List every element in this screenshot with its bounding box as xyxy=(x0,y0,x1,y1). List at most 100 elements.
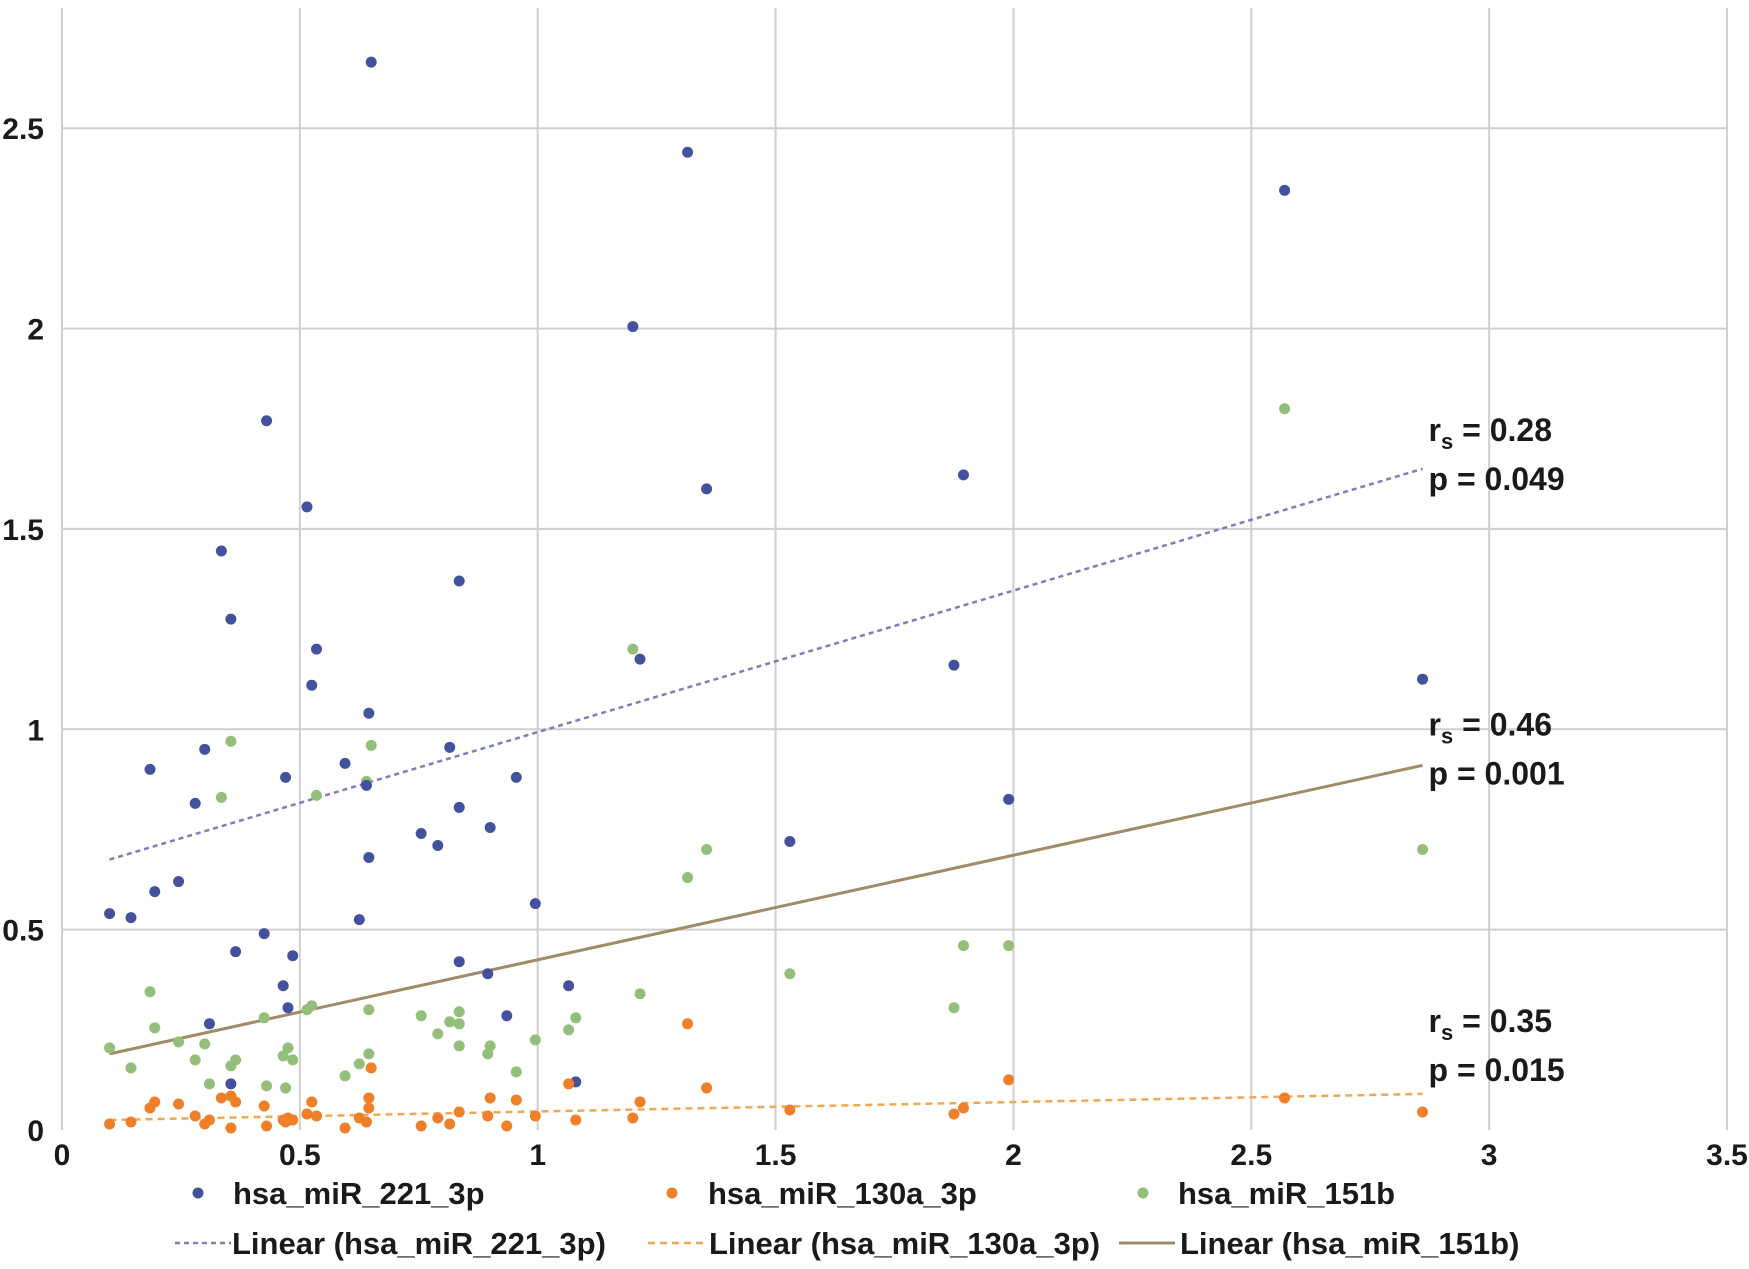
x-tick-label: 0.5 xyxy=(279,1139,321,1172)
point-hsa_miR_221_3p xyxy=(501,1010,513,1022)
x-tick-label: 1 xyxy=(529,1139,546,1172)
point-hsa_miR_221_3p xyxy=(957,469,969,481)
point-hsa_miR_151b xyxy=(104,1042,116,1054)
trendline-hsa_miR_151b xyxy=(109,763,1423,1056)
point-hsa_miR_130a_3p xyxy=(948,1108,960,1120)
point-hsa_miR_130a_3p xyxy=(784,1104,796,1116)
point-hsa_miR_130a_3p xyxy=(563,1078,575,1090)
point-hsa_miR_221_3p xyxy=(563,980,575,992)
point-hsa_miR_151b xyxy=(287,1054,299,1066)
point-hsa_miR_130a_3p xyxy=(363,1092,375,1104)
point-hsa_miR_151b xyxy=(280,1082,292,1094)
legend-label-linear-hsa_miR_151b: Linear (hsa_miR_151b) xyxy=(1180,1226,1519,1261)
point-hsa_miR_151b xyxy=(701,844,713,855)
point-hsa_miR_221_3p xyxy=(261,415,273,427)
point-hsa_miR_130a_3p xyxy=(261,1120,273,1132)
point-hsa_miR_221_3p xyxy=(701,483,713,495)
point-hsa_miR_151b xyxy=(215,791,227,803)
y-tick-label: 0.5 xyxy=(2,915,44,948)
point-hsa_miR_130a_3p xyxy=(149,1096,161,1108)
point-hsa_miR_151b xyxy=(144,986,156,998)
point-hsa_miR_151b xyxy=(563,1024,575,1036)
point-hsa_miR_221_3p xyxy=(225,613,237,625)
point-hsa_miR_130a_3p xyxy=(444,1118,456,1130)
point-hsa_miR_221_3p xyxy=(125,912,137,924)
point-hsa_miR_130a_3p xyxy=(203,1114,215,1126)
point-hsa_miR_221_3p xyxy=(360,779,372,791)
point-hsa_miR_221_3p xyxy=(306,679,318,691)
point-hsa_miR_221_3p xyxy=(634,653,646,665)
legend-label-hsa_miR_151b: hsa_miR_151b xyxy=(1178,1176,1395,1211)
point-hsa_miR_151b xyxy=(1003,940,1015,952)
correlation-annotations: rs = 0.28 p = 0.049 rs = 0.46 p = 0.001 rs =… xyxy=(1429,412,1565,1088)
point-hsa_miR_130a_3p xyxy=(701,1082,713,1094)
point-hsa_miR_151b xyxy=(432,1028,444,1040)
point-hsa_miR_130a_3p xyxy=(363,1102,375,1114)
legend-label-hsa_miR_221_3p: hsa_miR_221_3p xyxy=(233,1176,485,1211)
point-hsa_miR_130a_3p xyxy=(360,1116,372,1128)
point-hsa_miR_151b xyxy=(484,1040,496,1052)
point-hsa_miR_151b xyxy=(258,1012,270,1024)
point-hsa_miR_221_3p xyxy=(339,757,351,769)
point-hsa_miR_151b xyxy=(415,1010,427,1022)
point-hsa_miR_151b xyxy=(529,1034,541,1046)
point-hsa_miR_221_3p xyxy=(1003,793,1015,805)
point-hsa_miR_151b xyxy=(627,643,639,655)
point-hsa_miR_130a_3p xyxy=(189,1110,201,1122)
point-hsa_miR_130a_3p xyxy=(482,1110,494,1122)
point-hsa_miR_130a_3p xyxy=(287,1114,299,1126)
point-hsa_miR_151b xyxy=(149,1022,161,1034)
annotation-r-a221: rs = 0.28 xyxy=(1429,412,1552,454)
point-hsa_miR_151b xyxy=(1417,844,1429,855)
point-hsa_miR_221_3p xyxy=(280,771,292,783)
point-hsa_miR_130a_3p xyxy=(634,1096,646,1108)
point-hsa_miR_221_3p xyxy=(1279,184,1291,196)
point-hsa_miR_151b xyxy=(203,1078,215,1090)
annotation-p-a221: p = 0.049 xyxy=(1429,461,1565,497)
point-hsa_miR_130a_3p xyxy=(173,1098,185,1110)
point-hsa_miR_130a_3p xyxy=(258,1100,270,1112)
point-hsa_miR_221_3p xyxy=(203,1018,215,1030)
point-hsa_miR_151b xyxy=(339,1070,351,1082)
point-hsa_miR_221_3p xyxy=(301,501,313,513)
legend-label-linear-hsa_miR_130a_3p: Linear (hsa_miR_130a_3p) xyxy=(709,1226,1100,1261)
point-hsa_miR_151b xyxy=(282,1042,294,1054)
point-hsa_miR_151b xyxy=(453,1006,465,1018)
x-axis-tick-labels: 0 0.5 1 1.5 2 2.5 3 3.5 xyxy=(54,1139,1748,1172)
trendline-hsa_miR_221_3p xyxy=(109,467,1423,861)
point-hsa_miR_130a_3p xyxy=(1003,1074,1015,1086)
legend-label-linear-hsa_miR_221_3p: Linear (hsa_miR_221_3p) xyxy=(232,1226,606,1261)
x-tick-label: 1.5 xyxy=(755,1139,797,1172)
point-hsa_miR_221_3p xyxy=(277,980,289,992)
point-hsa_miR_221_3p xyxy=(453,956,465,968)
point-hsa_miR_130a_3p xyxy=(225,1122,237,1134)
point-hsa_miR_151b xyxy=(634,988,646,1000)
point-hsa_miR_130a_3p xyxy=(432,1112,444,1124)
point-hsa_miR_130a_3p xyxy=(570,1114,582,1126)
grid-lines xyxy=(61,8,1728,1130)
point-hsa_miR_130a_3p xyxy=(365,1062,377,1074)
point-hsa_miR_221_3p xyxy=(363,707,375,719)
point-hsa_miR_130a_3p xyxy=(627,1112,639,1124)
point-hsa_miR_151b xyxy=(306,1000,318,1012)
trendline-hsa_miR_130a_3p xyxy=(109,1092,1423,1122)
point-hsa_miR_221_3p xyxy=(453,801,465,813)
point-hsa_miR_151b xyxy=(311,789,323,801)
point-hsa_miR_151b xyxy=(453,1040,465,1052)
point-hsa_miR_221_3p xyxy=(1417,673,1429,685)
point-hsa_miR_221_3p xyxy=(225,1078,237,1090)
point-hsa_miR_130a_3p xyxy=(957,1102,969,1114)
point-hsa_miR_221_3p xyxy=(311,643,323,655)
y-tick-label: 0 xyxy=(27,1115,44,1148)
point-hsa_miR_151b xyxy=(230,1054,242,1066)
x-tick-label: 2 xyxy=(1005,1139,1022,1172)
point-hsa_miR_130a_3p xyxy=(230,1096,242,1108)
data-points xyxy=(104,56,1429,1134)
legend: hsa_miR_221_3p hsa_miR_130a_3p hsa_miR_151… xyxy=(175,1176,1519,1261)
point-hsa_miR_130a_3p xyxy=(501,1120,513,1132)
point-hsa_miR_130a_3p xyxy=(1417,1106,1429,1118)
point-hsa_miR_221_3p xyxy=(215,545,227,557)
point-hsa_miR_221_3p xyxy=(199,743,211,755)
point-hsa_miR_130a_3p xyxy=(125,1116,137,1128)
point-hsa_miR_151b xyxy=(363,1048,375,1060)
